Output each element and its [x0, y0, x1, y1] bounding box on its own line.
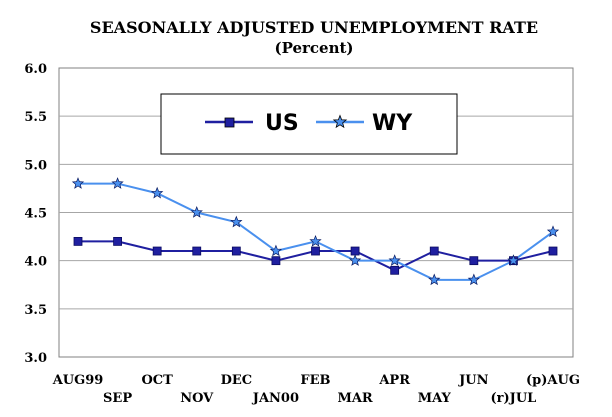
data-point-us [231, 246, 241, 256]
x-tick-label: (r)JUL [491, 391, 537, 406]
legend: US WY [160, 93, 458, 155]
data-point-wy [546, 225, 560, 237]
data-point-us [548, 246, 558, 256]
chart-title: SEASONALLY ADJUSTED UNEMPLOYMENT RATE [90, 18, 538, 37]
y-tick-label: 4.0 [24, 255, 47, 270]
data-point-us [429, 246, 439, 256]
data-point-wy [269, 244, 283, 257]
data-point-wy [467, 273, 480, 286]
data-point-wy [309, 234, 322, 247]
x-tick-label: APR [378, 373, 410, 388]
legend-label-us: US [265, 111, 299, 136]
chart-subtitle: (Percent) [274, 39, 353, 57]
data-point-wy [151, 186, 164, 199]
legend-box [160, 93, 458, 155]
y-tick-label: 5.5 [24, 110, 47, 125]
data-point-wy [71, 177, 85, 189]
y-axis-ticks: 3.0 3.5 4.0 4.5 5.0 5.5 6.0 [24, 62, 47, 366]
x-tick-label: AUG99 [52, 373, 104, 388]
legend-marker-us [224, 117, 235, 128]
y-tick-label: 6.0 [24, 62, 47, 77]
data-point-us [350, 246, 360, 256]
y-tick-label: 4.5 [24, 207, 47, 222]
x-tick-label: MAY [418, 391, 452, 406]
data-point-us [113, 236, 122, 246]
data-point-us [192, 246, 202, 256]
data-point-wy [111, 177, 124, 189]
data-point-wy [507, 254, 520, 266]
data-point-us [73, 236, 83, 246]
x-tick-label: NOV [180, 391, 214, 406]
data-point-wy [388, 254, 401, 266]
data-point-wy [230, 215, 243, 228]
y-tick-label: 5.0 [24, 158, 47, 173]
x-tick-label: FEB [300, 373, 330, 388]
data-point-wy [348, 254, 362, 266]
data-point-wy [428, 273, 441, 286]
legend-marker-wy [332, 114, 348, 129]
x-tick-label: DEC [221, 373, 253, 388]
x-tick-label: JUN [458, 373, 488, 388]
data-point-us [311, 246, 320, 256]
data-point-us [390, 265, 400, 275]
x-tick-label: MAR [337, 391, 372, 406]
x-tick-label: (p)AUG [526, 373, 580, 388]
x-tick-label: SEP [103, 391, 132, 406]
data-point-us [152, 246, 162, 256]
x-tick-label: JAN00 [252, 391, 299, 406]
data-point-wy [190, 206, 203, 218]
x-tick-label: OCT [141, 373, 173, 388]
y-tick-label: 3.0 [24, 351, 47, 366]
series-lines [71, 177, 560, 286]
data-point-us [469, 256, 479, 266]
legend-label-wy: WY [372, 111, 413, 136]
data-point-us [271, 256, 281, 266]
y-tick-label: 3.5 [24, 303, 47, 318]
